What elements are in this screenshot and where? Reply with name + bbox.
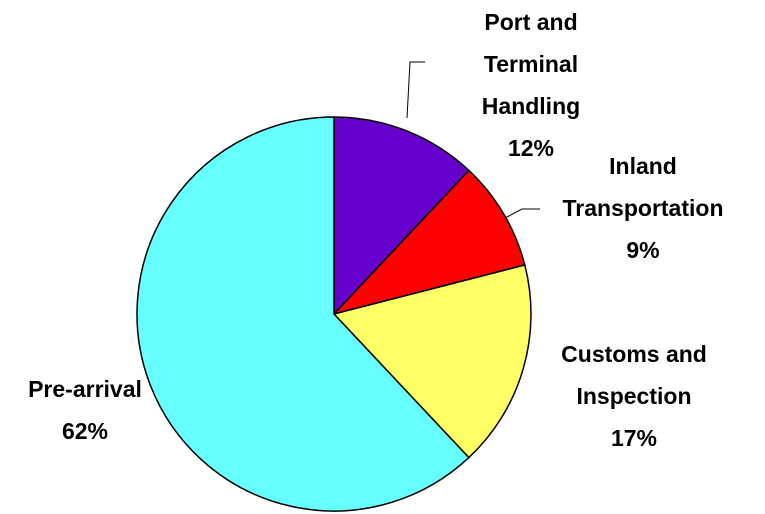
category-label: Customs and Inspection [561,341,707,409]
leader-line [406,61,425,119]
pie-slice [331,169,526,316]
slice-label: Inland Transportation 9% [560,145,726,271]
pie-slice [136,116,470,512]
slice-label: Customs and Inspection 17% [549,333,719,459]
value-label: 62% [61,418,109,444]
value-label: 9% [626,237,660,263]
pie-slice [333,116,470,316]
category-label: Inland Transportation [562,153,724,221]
value-label: 17% [610,425,658,451]
slice-label: Pre-arrival 62% [5,368,165,452]
leader-line [504,208,540,219]
category-label: Pre-arrival [28,376,142,402]
category-label: Port and Terminal Handling [481,9,581,119]
pie-slice [332,264,532,459]
value-label: 12% [507,135,555,161]
slice-label: Port and Terminal Handling 12% [436,1,626,169]
